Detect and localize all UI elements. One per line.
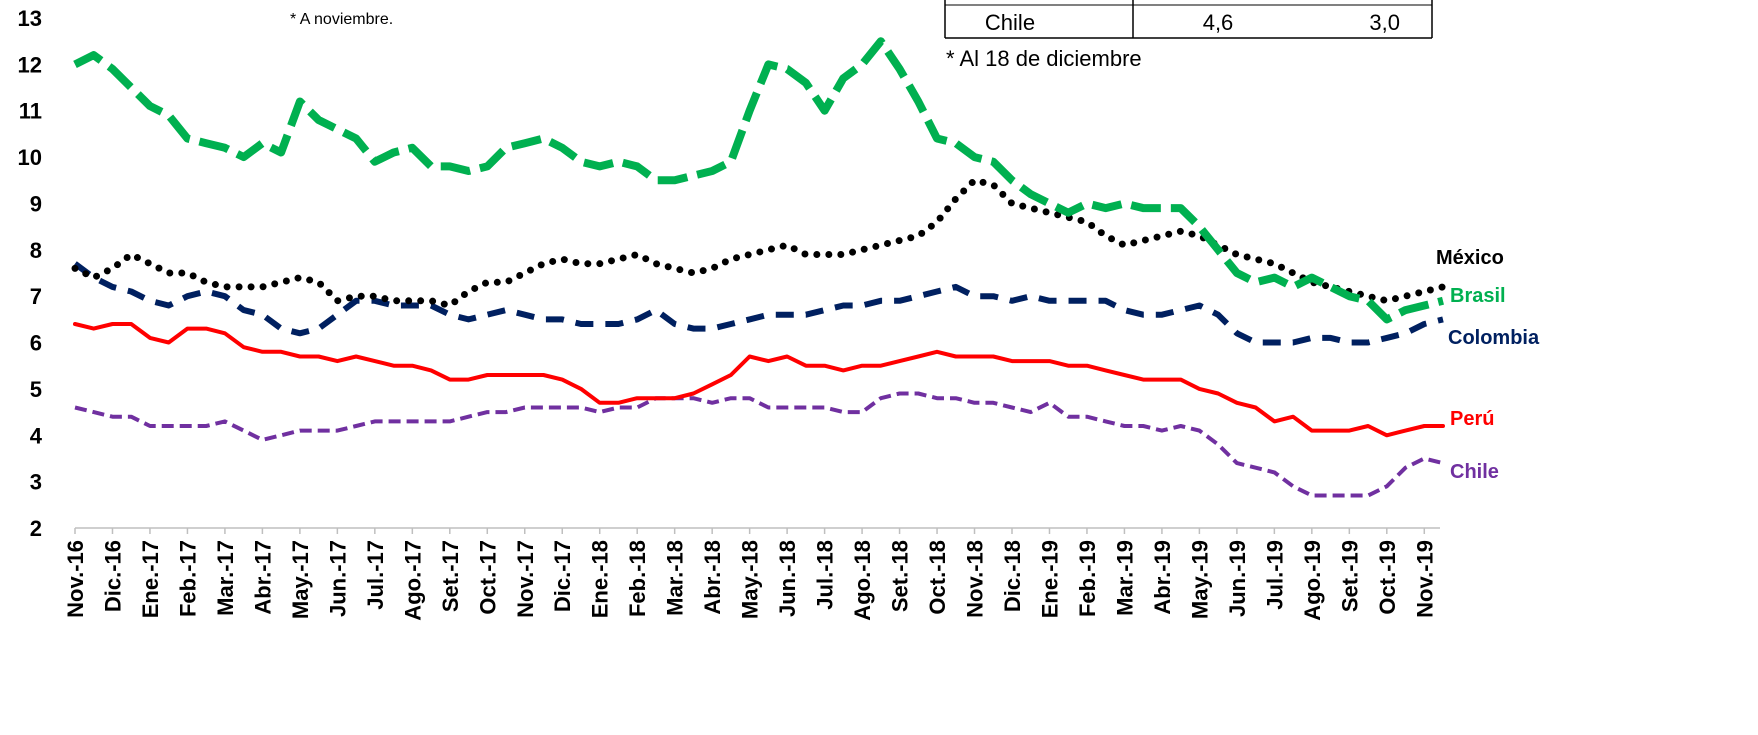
x-tick-label: Oct.-17 — [475, 540, 500, 615]
x-tick-label: Ene.-18 — [588, 540, 613, 618]
line-series — [73, 261, 1444, 346]
x-tick-label: Abr.-17 — [250, 540, 275, 615]
y-tick-label: 12 — [18, 52, 42, 77]
y-tick-label: 5 — [30, 377, 42, 402]
series-label: Chile — [1450, 461, 1499, 483]
series-label: México — [1436, 247, 1504, 269]
x-tick-label: Ene.-17 — [138, 540, 163, 618]
x-tick-label: May.-18 — [738, 540, 763, 619]
x-tick-label: Abr.-18 — [700, 540, 725, 615]
x-tick-label: May.-19 — [1187, 540, 1212, 619]
x-tick-label: Feb.-18 — [625, 540, 650, 617]
y-tick-label: 2 — [30, 516, 42, 541]
x-tick-label: Oct.-18 — [925, 540, 950, 615]
table-cell: Chile — [985, 10, 1035, 35]
x-tick-label: Mar.-18 — [663, 540, 688, 616]
x-tick-label: Abr.-19 — [1150, 540, 1175, 615]
line-series — [74, 391, 1444, 498]
x-tick-label: Nov.-16 — [63, 540, 88, 618]
x-tick-label: Mar.-17 — [213, 540, 238, 616]
x-tick-label: Nov.-17 — [513, 540, 538, 618]
x-tick-label: Jul.-18 — [813, 540, 838, 610]
x-tick-label: Dic.-18 — [1000, 540, 1025, 612]
table-cell: 4,6 — [1203, 10, 1234, 35]
x-tick-label: Ago.-19 — [1300, 540, 1325, 621]
x-tick-label: Dic.-17 — [550, 540, 575, 612]
series-label: Perú — [1450, 408, 1494, 430]
x-tick-label: Feb.-17 — [175, 540, 200, 617]
line-series — [73, 37, 1444, 324]
x-tick-label: Set.-17 — [438, 540, 463, 612]
y-tick-label: 4 — [30, 423, 43, 448]
y-tick-label: 8 — [30, 238, 42, 263]
x-tick-label: Jun.-17 — [325, 540, 350, 617]
y-tick-label: 3 — [30, 470, 42, 495]
x-tick-label: Jun.-18 — [775, 540, 800, 617]
x-tick-label: Nov.-18 — [963, 540, 988, 618]
note: * A noviembre. — [290, 11, 393, 28]
x-tick-label: Jul.-17 — [363, 540, 388, 610]
series-label: Brasil — [1450, 285, 1506, 307]
line-series — [71, 176, 1447, 309]
x-tick-label: Ago.-18 — [850, 540, 875, 621]
line-series — [73, 322, 1445, 438]
y-tick-label: 6 — [30, 331, 42, 356]
x-tick-label: Ago.-17 — [400, 540, 425, 621]
y-tick-label: 9 — [30, 191, 42, 216]
x-tick-label: Nov.-19 — [1412, 540, 1437, 618]
x-tick-label: Ene.-19 — [1037, 540, 1062, 618]
y-tick-label: 10 — [18, 145, 42, 170]
note: * Al 18 de diciembre — [946, 46, 1142, 71]
y-tick-label: 7 — [30, 284, 42, 309]
x-tick-label: Feb.-19 — [1075, 540, 1100, 617]
series-label: Colombia — [1448, 327, 1540, 349]
y-tick-label: 13 — [18, 6, 42, 31]
x-tick-label: Mar.-19 — [1112, 540, 1137, 616]
table-cell: 3,0 — [1369, 10, 1400, 35]
x-tick-label: Jul.-19 — [1262, 540, 1287, 610]
x-tick-label: Jun.-19 — [1225, 540, 1250, 617]
x-tick-label: May.-17 — [288, 540, 313, 619]
x-tick-label: Set.-19 — [1337, 540, 1362, 612]
x-tick-label: Set.-18 — [888, 540, 913, 612]
table: Chile 4,6 3,0 — [944, 0, 1433, 39]
x-tick-label: Oct.-19 — [1375, 540, 1400, 615]
y-tick-label: 11 — [19, 99, 42, 124]
x-tick-label: Dic.-16 — [100, 540, 125, 612]
